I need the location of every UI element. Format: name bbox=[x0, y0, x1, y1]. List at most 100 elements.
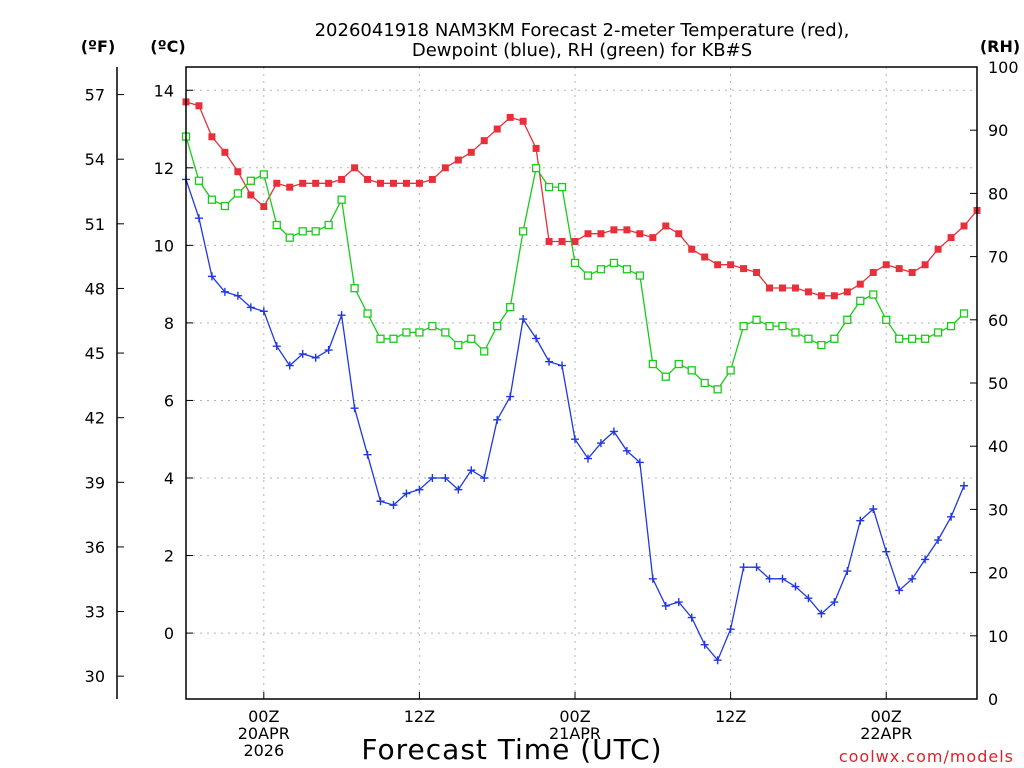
data-point bbox=[441, 328, 450, 337]
data-point bbox=[687, 366, 696, 375]
data-point bbox=[804, 334, 813, 343]
data-point bbox=[727, 261, 735, 269]
data-point bbox=[661, 372, 670, 381]
data-point bbox=[649, 234, 657, 242]
data-point bbox=[441, 164, 449, 172]
data-point bbox=[908, 334, 917, 343]
data-point bbox=[506, 303, 515, 312]
data-point bbox=[791, 328, 800, 337]
data-point bbox=[493, 125, 501, 133]
data-point bbox=[454, 340, 463, 350]
data-point bbox=[766, 284, 774, 292]
data-point bbox=[441, 473, 450, 482]
series-dewpoint bbox=[182, 175, 969, 665]
data-point bbox=[454, 485, 463, 494]
data-point bbox=[752, 315, 761, 324]
data-point bbox=[895, 586, 904, 595]
data-point bbox=[363, 450, 372, 459]
data-point bbox=[636, 230, 644, 238]
data-point bbox=[299, 179, 307, 187]
data-point bbox=[220, 287, 229, 296]
rh-tick-label: 50 bbox=[988, 374, 1008, 393]
data-point bbox=[752, 563, 761, 572]
data-point bbox=[531, 163, 541, 173]
data-point bbox=[947, 512, 956, 521]
data-point bbox=[532, 144, 540, 152]
x-tick-label: 20APR bbox=[238, 724, 290, 743]
series-line bbox=[185, 101, 978, 297]
x-tick-label: 21APR bbox=[549, 724, 601, 743]
x-tick-label: 00Z bbox=[248, 707, 279, 726]
fahrenheit-tick-label: 33 bbox=[85, 603, 105, 622]
data-point bbox=[506, 392, 515, 401]
data-point bbox=[377, 179, 385, 187]
data-point bbox=[571, 237, 579, 245]
fahrenheit-tick-label: 48 bbox=[85, 279, 105, 298]
data-point bbox=[545, 357, 554, 366]
data-point bbox=[740, 265, 748, 273]
celsius-tick-label: 2 bbox=[164, 547, 174, 566]
series-line bbox=[185, 179, 965, 662]
data-point bbox=[415, 485, 424, 494]
data-point bbox=[920, 334, 930, 343]
data-point bbox=[234, 168, 242, 176]
series-2-meter-temperature bbox=[182, 98, 981, 300]
data-point bbox=[610, 226, 618, 234]
rh-tick-label: 80 bbox=[988, 184, 1008, 203]
data-point bbox=[480, 347, 489, 356]
data-point bbox=[247, 191, 255, 199]
rh-tick-label: 10 bbox=[988, 627, 1008, 646]
rh-tick-label: 100 bbox=[988, 58, 1019, 77]
data-point bbox=[557, 182, 567, 192]
data-point bbox=[272, 342, 281, 351]
data-point bbox=[207, 272, 216, 281]
data-point bbox=[843, 315, 852, 324]
data-point bbox=[804, 594, 813, 603]
data-point bbox=[194, 176, 204, 185]
data-point bbox=[843, 288, 851, 296]
data-point bbox=[467, 334, 476, 343]
data-point bbox=[337, 311, 346, 320]
data-point bbox=[778, 321, 787, 331]
data-point bbox=[843, 567, 852, 576]
data-point bbox=[207, 195, 217, 204]
data-point bbox=[467, 466, 476, 475]
data-point bbox=[493, 415, 502, 424]
fahrenheit-unit-label: (ºF) bbox=[81, 37, 116, 56]
data-point bbox=[739, 321, 748, 331]
data-point bbox=[675, 230, 683, 238]
data-point bbox=[467, 148, 475, 156]
data-point bbox=[285, 233, 294, 242]
data-point bbox=[402, 328, 411, 337]
data-point bbox=[220, 201, 230, 211]
data-point bbox=[389, 334, 398, 343]
fahrenheit-tick-label: 54 bbox=[85, 150, 105, 169]
series-rh bbox=[181, 132, 969, 394]
data-point bbox=[583, 271, 593, 280]
data-point bbox=[233, 291, 242, 300]
data-point bbox=[493, 321, 502, 331]
data-point bbox=[869, 290, 878, 299]
data-point bbox=[947, 234, 955, 242]
rh-tick-label: 90 bbox=[988, 121, 1008, 140]
data-point bbox=[428, 473, 437, 482]
fahrenheit-tick-label: 39 bbox=[85, 473, 105, 492]
rh-tick-label: 0 bbox=[988, 690, 998, 709]
data-point bbox=[726, 625, 735, 634]
x-tick-label: 22APR bbox=[860, 724, 912, 743]
data-point bbox=[363, 309, 372, 318]
data-point bbox=[480, 137, 488, 145]
fahrenheit-tick-label: 42 bbox=[85, 409, 105, 428]
data-point bbox=[778, 284, 786, 292]
data-point bbox=[519, 117, 527, 125]
data-point bbox=[869, 268, 877, 276]
data-point bbox=[325, 179, 333, 187]
data-point bbox=[532, 334, 541, 343]
data-point bbox=[921, 261, 929, 269]
data-point bbox=[259, 307, 268, 316]
data-point bbox=[584, 230, 592, 238]
x-tick-label: 12Z bbox=[715, 707, 746, 726]
data-point bbox=[259, 170, 268, 179]
data-point bbox=[273, 179, 281, 187]
